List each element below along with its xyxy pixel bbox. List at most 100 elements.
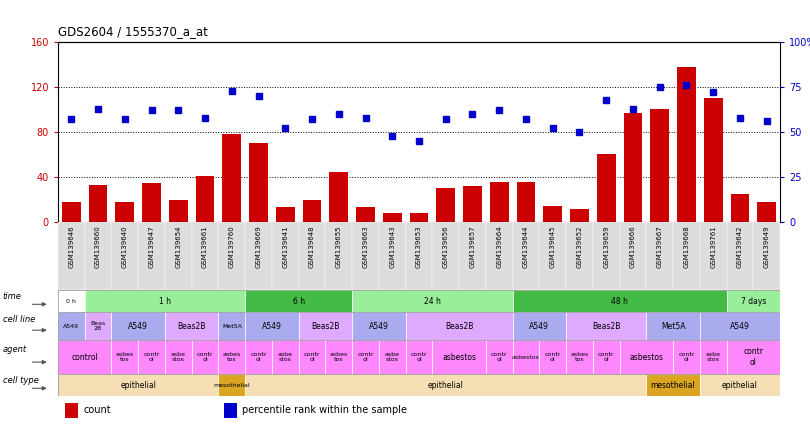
Bar	[379, 340, 406, 374]
Text: GSM139653: GSM139653	[416, 226, 422, 268]
Bar	[112, 222, 139, 290]
Bar	[463, 186, 482, 222]
Bar	[58, 374, 219, 396]
Bar	[303, 199, 322, 222]
Text: time: time	[2, 292, 22, 301]
Text: asbe
stos: asbe stos	[171, 352, 185, 362]
Text: GSM139646: GSM139646	[68, 226, 75, 268]
Text: GSM139668: GSM139668	[684, 226, 689, 268]
Bar	[58, 340, 112, 374]
Text: GSM139760: GSM139760	[228, 226, 235, 268]
Bar	[624, 113, 642, 222]
Bar	[169, 199, 188, 222]
Bar	[58, 290, 85, 312]
Bar	[570, 209, 589, 222]
Text: GSM139645: GSM139645	[550, 226, 556, 268]
Bar	[352, 340, 379, 374]
Text: 6 h: 6 h	[292, 297, 305, 305]
Bar	[224, 403, 237, 418]
Bar	[727, 290, 780, 312]
Bar	[245, 374, 646, 396]
Text: mesothelial: mesothelial	[214, 382, 250, 388]
Bar	[326, 222, 352, 290]
Text: percentile rank within the sample: percentile rank within the sample	[242, 405, 407, 415]
Bar	[112, 340, 139, 374]
Bar	[192, 340, 219, 374]
Bar	[650, 110, 669, 222]
Text: GSM139664: GSM139664	[497, 226, 502, 268]
Bar	[112, 312, 165, 340]
Bar	[165, 340, 192, 374]
Bar	[326, 340, 352, 374]
Bar	[223, 134, 241, 222]
Bar	[245, 312, 299, 340]
Text: cell type: cell type	[2, 376, 39, 385]
Bar	[58, 312, 85, 340]
Text: epithelial: epithelial	[722, 381, 758, 389]
Text: epithelial: epithelial	[120, 381, 156, 389]
Text: mesothelial: mesothelial	[650, 381, 696, 389]
Bar	[219, 312, 245, 340]
Bar	[356, 207, 375, 222]
Text: A549: A549	[530, 321, 549, 330]
Bar	[437, 188, 455, 222]
Bar	[566, 340, 593, 374]
Bar	[513, 312, 566, 340]
Text: A549: A549	[369, 321, 389, 330]
Bar	[383, 213, 402, 222]
Bar	[620, 340, 673, 374]
Bar	[700, 374, 780, 396]
Bar	[85, 290, 245, 312]
Bar	[219, 374, 245, 396]
Bar	[85, 222, 112, 290]
Bar	[299, 340, 326, 374]
Bar	[245, 222, 272, 290]
Bar	[700, 222, 727, 290]
Text: A549: A549	[128, 321, 148, 330]
Bar	[352, 222, 379, 290]
Text: contr
ol: contr ol	[197, 352, 213, 362]
Bar	[272, 340, 299, 374]
Bar	[379, 222, 406, 290]
Text: GSM139663: GSM139663	[363, 226, 369, 268]
Bar	[62, 202, 81, 222]
Bar	[593, 222, 620, 290]
Bar	[513, 340, 539, 374]
Bar	[245, 340, 272, 374]
Bar	[272, 222, 299, 290]
Bar	[299, 222, 326, 290]
Bar	[539, 222, 566, 290]
Bar	[597, 155, 616, 222]
Bar	[486, 222, 513, 290]
Bar	[566, 312, 646, 340]
Bar	[433, 340, 486, 374]
Text: GSM139660: GSM139660	[95, 226, 101, 268]
Bar	[757, 202, 776, 222]
Text: asbe
stos: asbe stos	[706, 352, 721, 362]
Text: GSM139644: GSM139644	[523, 226, 529, 268]
Text: 1 h: 1 h	[159, 297, 171, 305]
Text: 7 days: 7 days	[740, 297, 766, 305]
Bar	[517, 182, 535, 222]
Bar	[727, 340, 780, 374]
Text: GSM139761: GSM139761	[710, 226, 716, 268]
Bar	[196, 176, 215, 222]
Text: control: control	[71, 353, 98, 361]
Text: 24 h: 24 h	[424, 297, 441, 305]
Bar	[753, 222, 780, 290]
Bar	[165, 312, 219, 340]
Text: contr
ol: contr ol	[357, 352, 373, 362]
Text: GSM139648: GSM139648	[309, 226, 315, 268]
Text: asbestos: asbestos	[629, 353, 663, 361]
Bar	[677, 67, 696, 222]
Bar	[330, 173, 348, 222]
Text: 48 h: 48 h	[611, 297, 628, 305]
Text: Beas
2B: Beas 2B	[91, 321, 106, 331]
Bar	[673, 222, 700, 290]
Text: contr
ol: contr ol	[744, 347, 763, 367]
Bar	[139, 340, 165, 374]
Bar	[566, 222, 593, 290]
Text: asbes
tos: asbes tos	[570, 352, 589, 362]
Bar	[406, 340, 433, 374]
Text: asbestos: asbestos	[442, 353, 476, 361]
